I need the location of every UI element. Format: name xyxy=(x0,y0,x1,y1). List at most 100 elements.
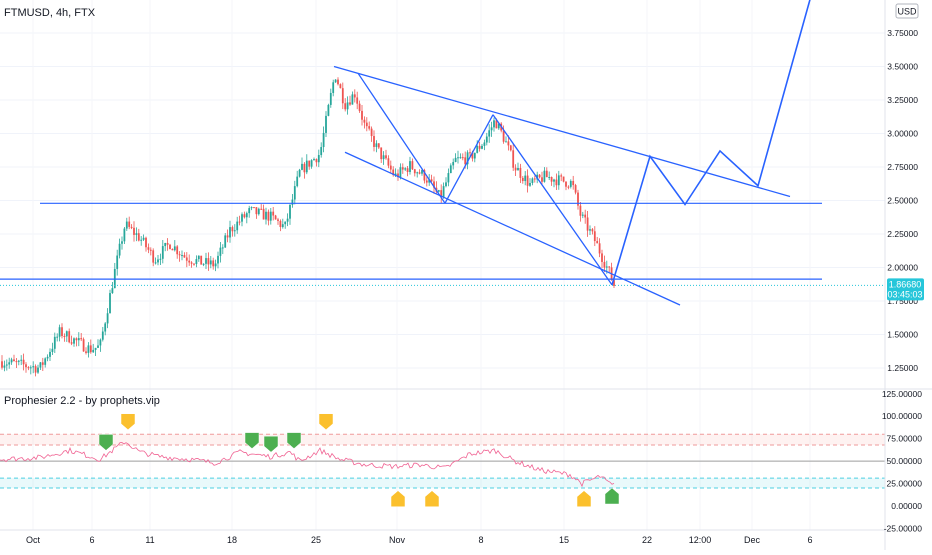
candle-down xyxy=(565,181,567,187)
candle-up xyxy=(490,127,493,131)
candle-down xyxy=(361,110,363,120)
candle-up xyxy=(73,338,75,344)
candle-down xyxy=(61,327,63,336)
candle-down xyxy=(358,103,361,111)
candle-up xyxy=(8,362,11,365)
time-tick-label: Dec xyxy=(744,535,761,545)
wedge-lower-trendline[interactable] xyxy=(344,151,681,306)
candle-up xyxy=(209,260,212,265)
candle-up xyxy=(454,157,457,162)
candle-up xyxy=(346,102,349,110)
candle-up xyxy=(445,182,447,187)
candle-down xyxy=(178,254,181,256)
signal-layer xyxy=(98,413,620,507)
candle-down xyxy=(598,243,601,254)
candle-down xyxy=(584,214,587,218)
price-badge-box xyxy=(887,278,924,301)
candle-up xyxy=(245,213,248,218)
price-tick-label: 2.50000 xyxy=(887,196,918,206)
candle-down xyxy=(425,180,428,183)
candle-down xyxy=(541,177,543,182)
candle-down xyxy=(461,157,464,159)
candle-down xyxy=(401,167,404,170)
currency-button-label[interactable]: USD xyxy=(897,7,917,17)
candle-up xyxy=(49,351,51,357)
current-price-badge: 1.86680 03:45:03 xyxy=(887,278,924,301)
time-tick-label: 25 xyxy=(311,535,321,545)
candle-down xyxy=(577,192,579,206)
candle-up xyxy=(327,104,330,116)
wedge-upper-trendline[interactable] xyxy=(333,65,791,198)
candle-up xyxy=(320,147,323,156)
candle-down xyxy=(550,177,553,182)
candle-up xyxy=(135,233,138,235)
candle-up xyxy=(497,123,500,129)
candle-up xyxy=(416,172,419,174)
candle-up xyxy=(29,367,32,369)
zigzag-segment[interactable] xyxy=(357,72,446,204)
candle-down xyxy=(392,169,395,176)
time-tick-label: 8 xyxy=(478,535,483,545)
candle-down xyxy=(176,246,179,255)
candle-up xyxy=(77,338,80,341)
candle-up xyxy=(531,178,534,183)
candle-down xyxy=(85,351,87,353)
oscillator-tick-label: 75.00000 xyxy=(887,434,923,444)
candle-up xyxy=(476,145,479,153)
candle-down xyxy=(272,211,275,216)
candle-up xyxy=(517,167,519,171)
zigzag-segment[interactable] xyxy=(444,114,494,204)
candle-up xyxy=(284,221,287,225)
trendline-layer[interactable] xyxy=(0,0,885,306)
candle-down xyxy=(166,242,169,245)
candle-down xyxy=(212,260,215,267)
zigzag-segment[interactable] xyxy=(492,114,613,286)
candle-down xyxy=(207,258,210,265)
candle-down xyxy=(277,219,279,221)
candle-down xyxy=(512,150,515,168)
candle-down xyxy=(519,167,522,178)
candle-up xyxy=(164,242,167,247)
candle-up xyxy=(452,161,455,166)
candle-up xyxy=(351,94,354,105)
candle-up xyxy=(557,175,560,186)
candle-down xyxy=(344,103,347,110)
candle-up xyxy=(58,327,61,337)
currency-button-frame[interactable] xyxy=(895,3,919,19)
candle-up xyxy=(159,258,162,260)
candle-down xyxy=(562,176,565,182)
price-tick-label: 1.25000 xyxy=(887,363,918,373)
candle-down xyxy=(389,165,392,170)
candle-up xyxy=(123,228,126,242)
bottom-warning-marker xyxy=(390,490,406,507)
grid-layer xyxy=(0,32,885,369)
projection-path[interactable] xyxy=(611,0,811,286)
candle-down xyxy=(89,345,92,353)
candle-down xyxy=(255,207,258,215)
candle-up xyxy=(529,182,531,186)
time-tick-label: Oct xyxy=(26,535,41,545)
oversold-band xyxy=(0,478,885,489)
candle-up xyxy=(581,214,584,216)
currency-button[interactable]: USD xyxy=(895,3,919,19)
candle-up xyxy=(3,365,6,368)
buy-signal-marker xyxy=(98,434,114,451)
candle-down xyxy=(495,120,498,129)
candle-up xyxy=(293,186,296,200)
oscillator-tick-label: 50.00000 xyxy=(887,456,923,466)
candle-up xyxy=(589,229,591,231)
candle-up xyxy=(605,266,608,268)
candle-up xyxy=(125,221,128,229)
candle-down xyxy=(238,221,241,223)
candle-up xyxy=(118,243,121,256)
candle-down xyxy=(27,367,30,369)
candle-down xyxy=(183,255,186,258)
candle-up xyxy=(142,237,145,240)
candle-down xyxy=(406,168,409,172)
candle-up xyxy=(548,177,551,179)
candle-up xyxy=(248,208,251,214)
oscillator-tick-label: 25.00000 xyxy=(887,479,923,489)
candle-up xyxy=(53,336,56,349)
